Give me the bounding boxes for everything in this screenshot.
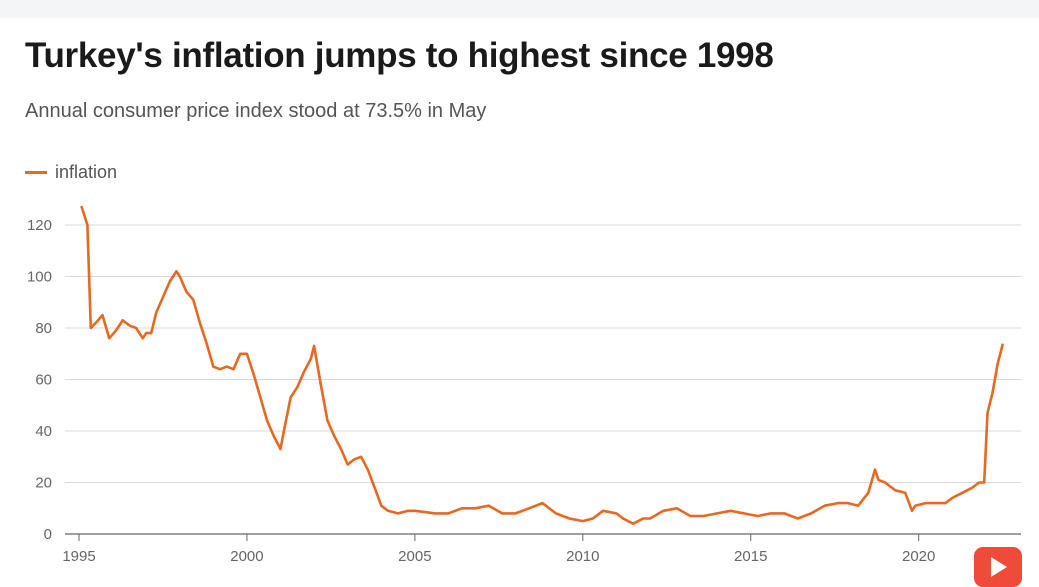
series-line-inflation (80, 205, 1004, 525)
grid-lines (65, 224, 1021, 535)
y-tick-label: 80 (35, 320, 52, 337)
y-tick-label: 40 (35, 423, 52, 440)
y-tick-label: 0 (44, 526, 52, 543)
x-tick-label: 2010 (566, 548, 599, 565)
play-button[interactable] (974, 547, 1022, 587)
y-tick-label: 60 (35, 372, 52, 389)
chart-title: Turkey's inflation jumps to highest sinc… (25, 36, 774, 75)
x-tick-label: 2005 (398, 548, 431, 565)
y-tick-label: 120 (27, 217, 52, 234)
top-bar (0, 0, 1039, 18)
play-icon (991, 557, 1007, 577)
y-axis-ticks: 0 20 40 60 80 100 120 (27, 217, 52, 543)
x-tick-label: 1995 (62, 548, 95, 565)
x-tick-label: 2020 (902, 548, 935, 565)
line-chart: 0 20 40 60 80 100 120 1995 2000 2005 2010 2015 2020 (27, 205, 1021, 565)
y-tick-label: 100 (27, 269, 52, 286)
legend-swatch (25, 171, 47, 174)
y-tick-label: 20 (35, 475, 52, 492)
x-axis-ticks: 1995 2000 2005 2010 2015 2020 (62, 534, 935, 565)
chart-subtitle: Annual consumer price index stood at 73.… (25, 100, 487, 122)
x-tick-label: 2000 (230, 548, 263, 565)
legend: inflation (25, 162, 117, 183)
legend-label: inflation (55, 162, 118, 182)
x-tick-label: 2015 (734, 548, 767, 565)
